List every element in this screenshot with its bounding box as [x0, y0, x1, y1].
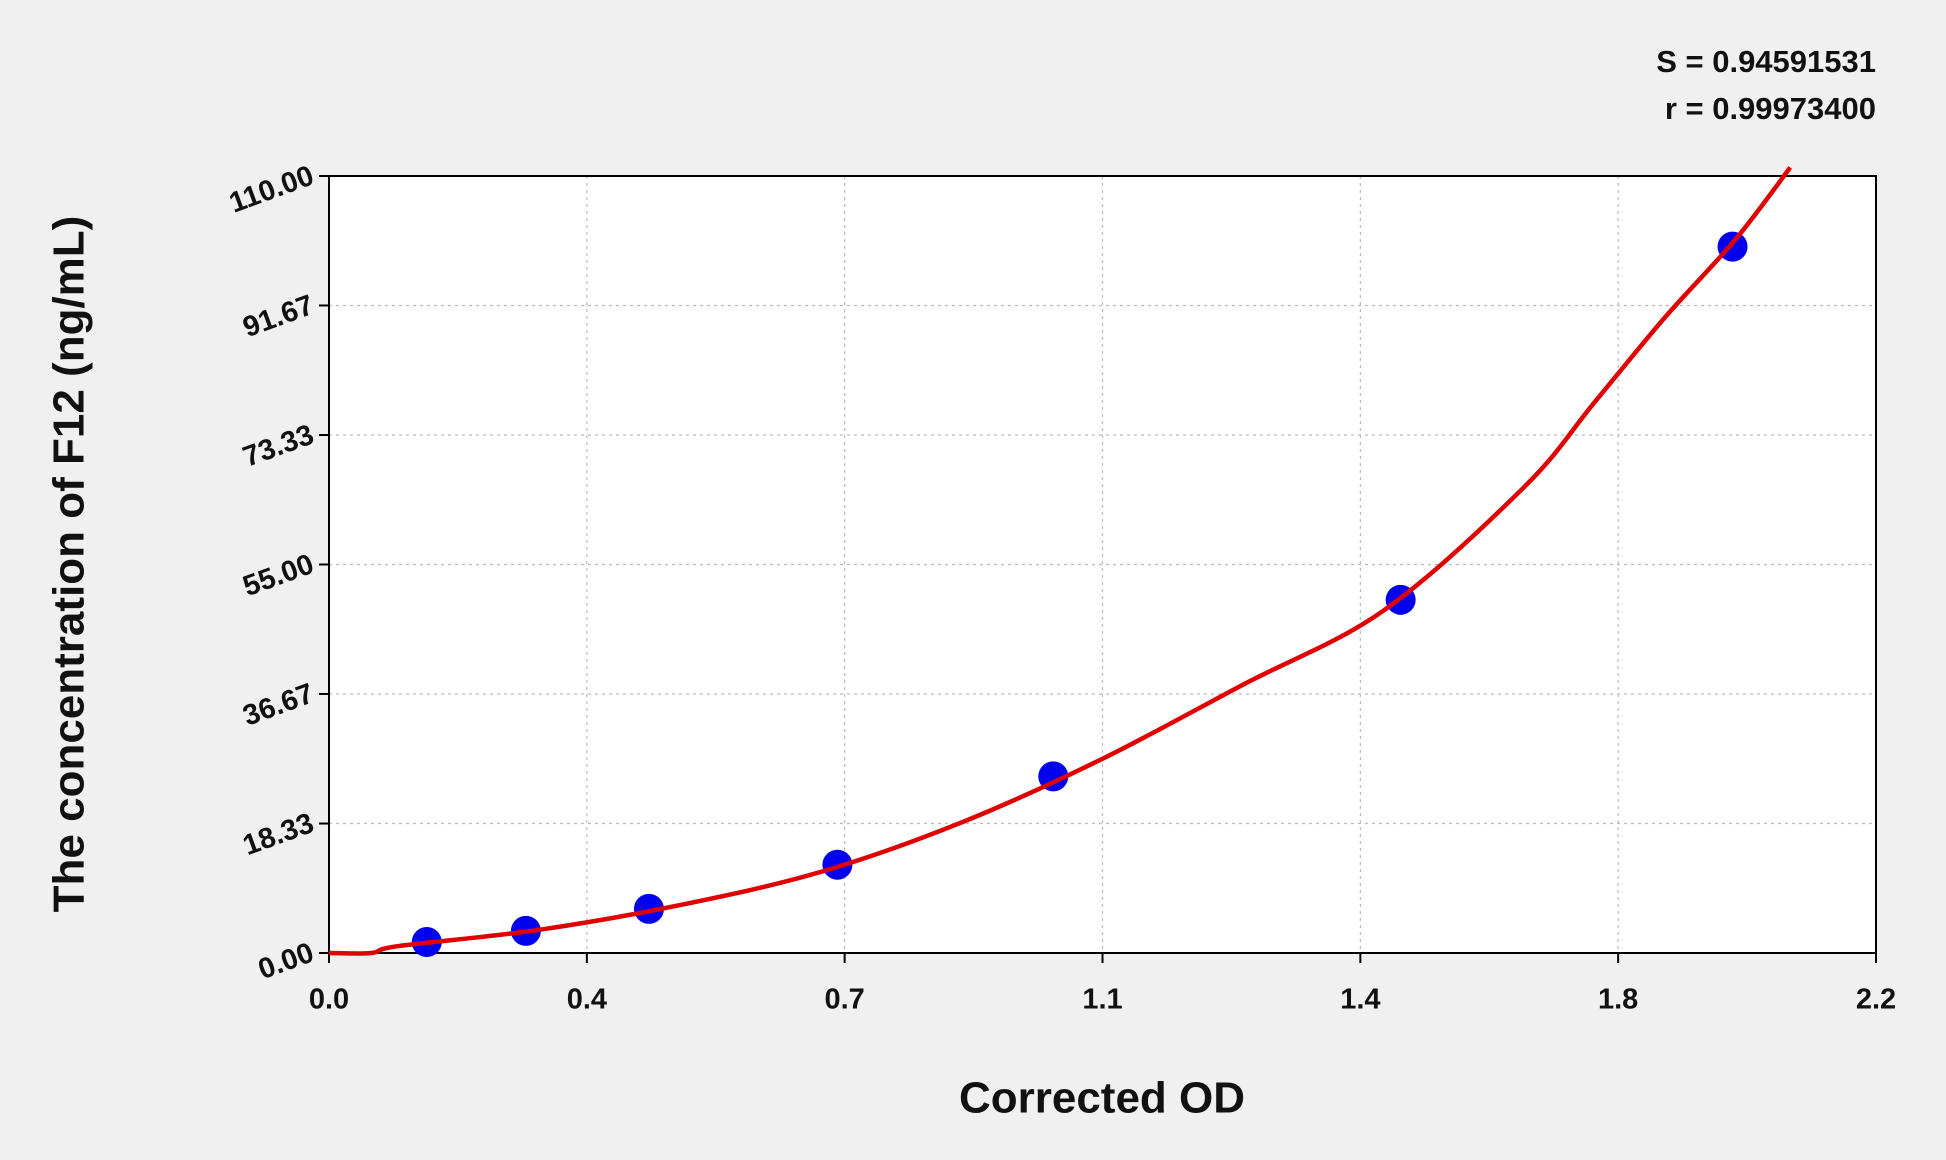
plot-border: [328, 175, 1877, 954]
x-axis-title: Corrected OD: [959, 1074, 1245, 1123]
x-tick-label: 0.0: [309, 984, 349, 1016]
y-axis-title: The concentration of F12 (ng/mL): [45, 216, 94, 913]
fit-curve: [328, 166, 1793, 956]
x-tick-label: 1.4: [1340, 984, 1380, 1016]
x-tick-label: 0.7: [824, 984, 864, 1016]
data-point: [633, 893, 664, 924]
x-tick-label: 1.8: [1598, 984, 1638, 1016]
x-tick-label: 2.2: [1856, 984, 1896, 1016]
x-tick-label: 0.4: [567, 984, 607, 1016]
annotation: S = 0.94591531: [1656, 44, 1876, 79]
annotation: r = 0.99973400: [1665, 91, 1876, 126]
x-tick-label: 1.1: [1082, 984, 1122, 1016]
